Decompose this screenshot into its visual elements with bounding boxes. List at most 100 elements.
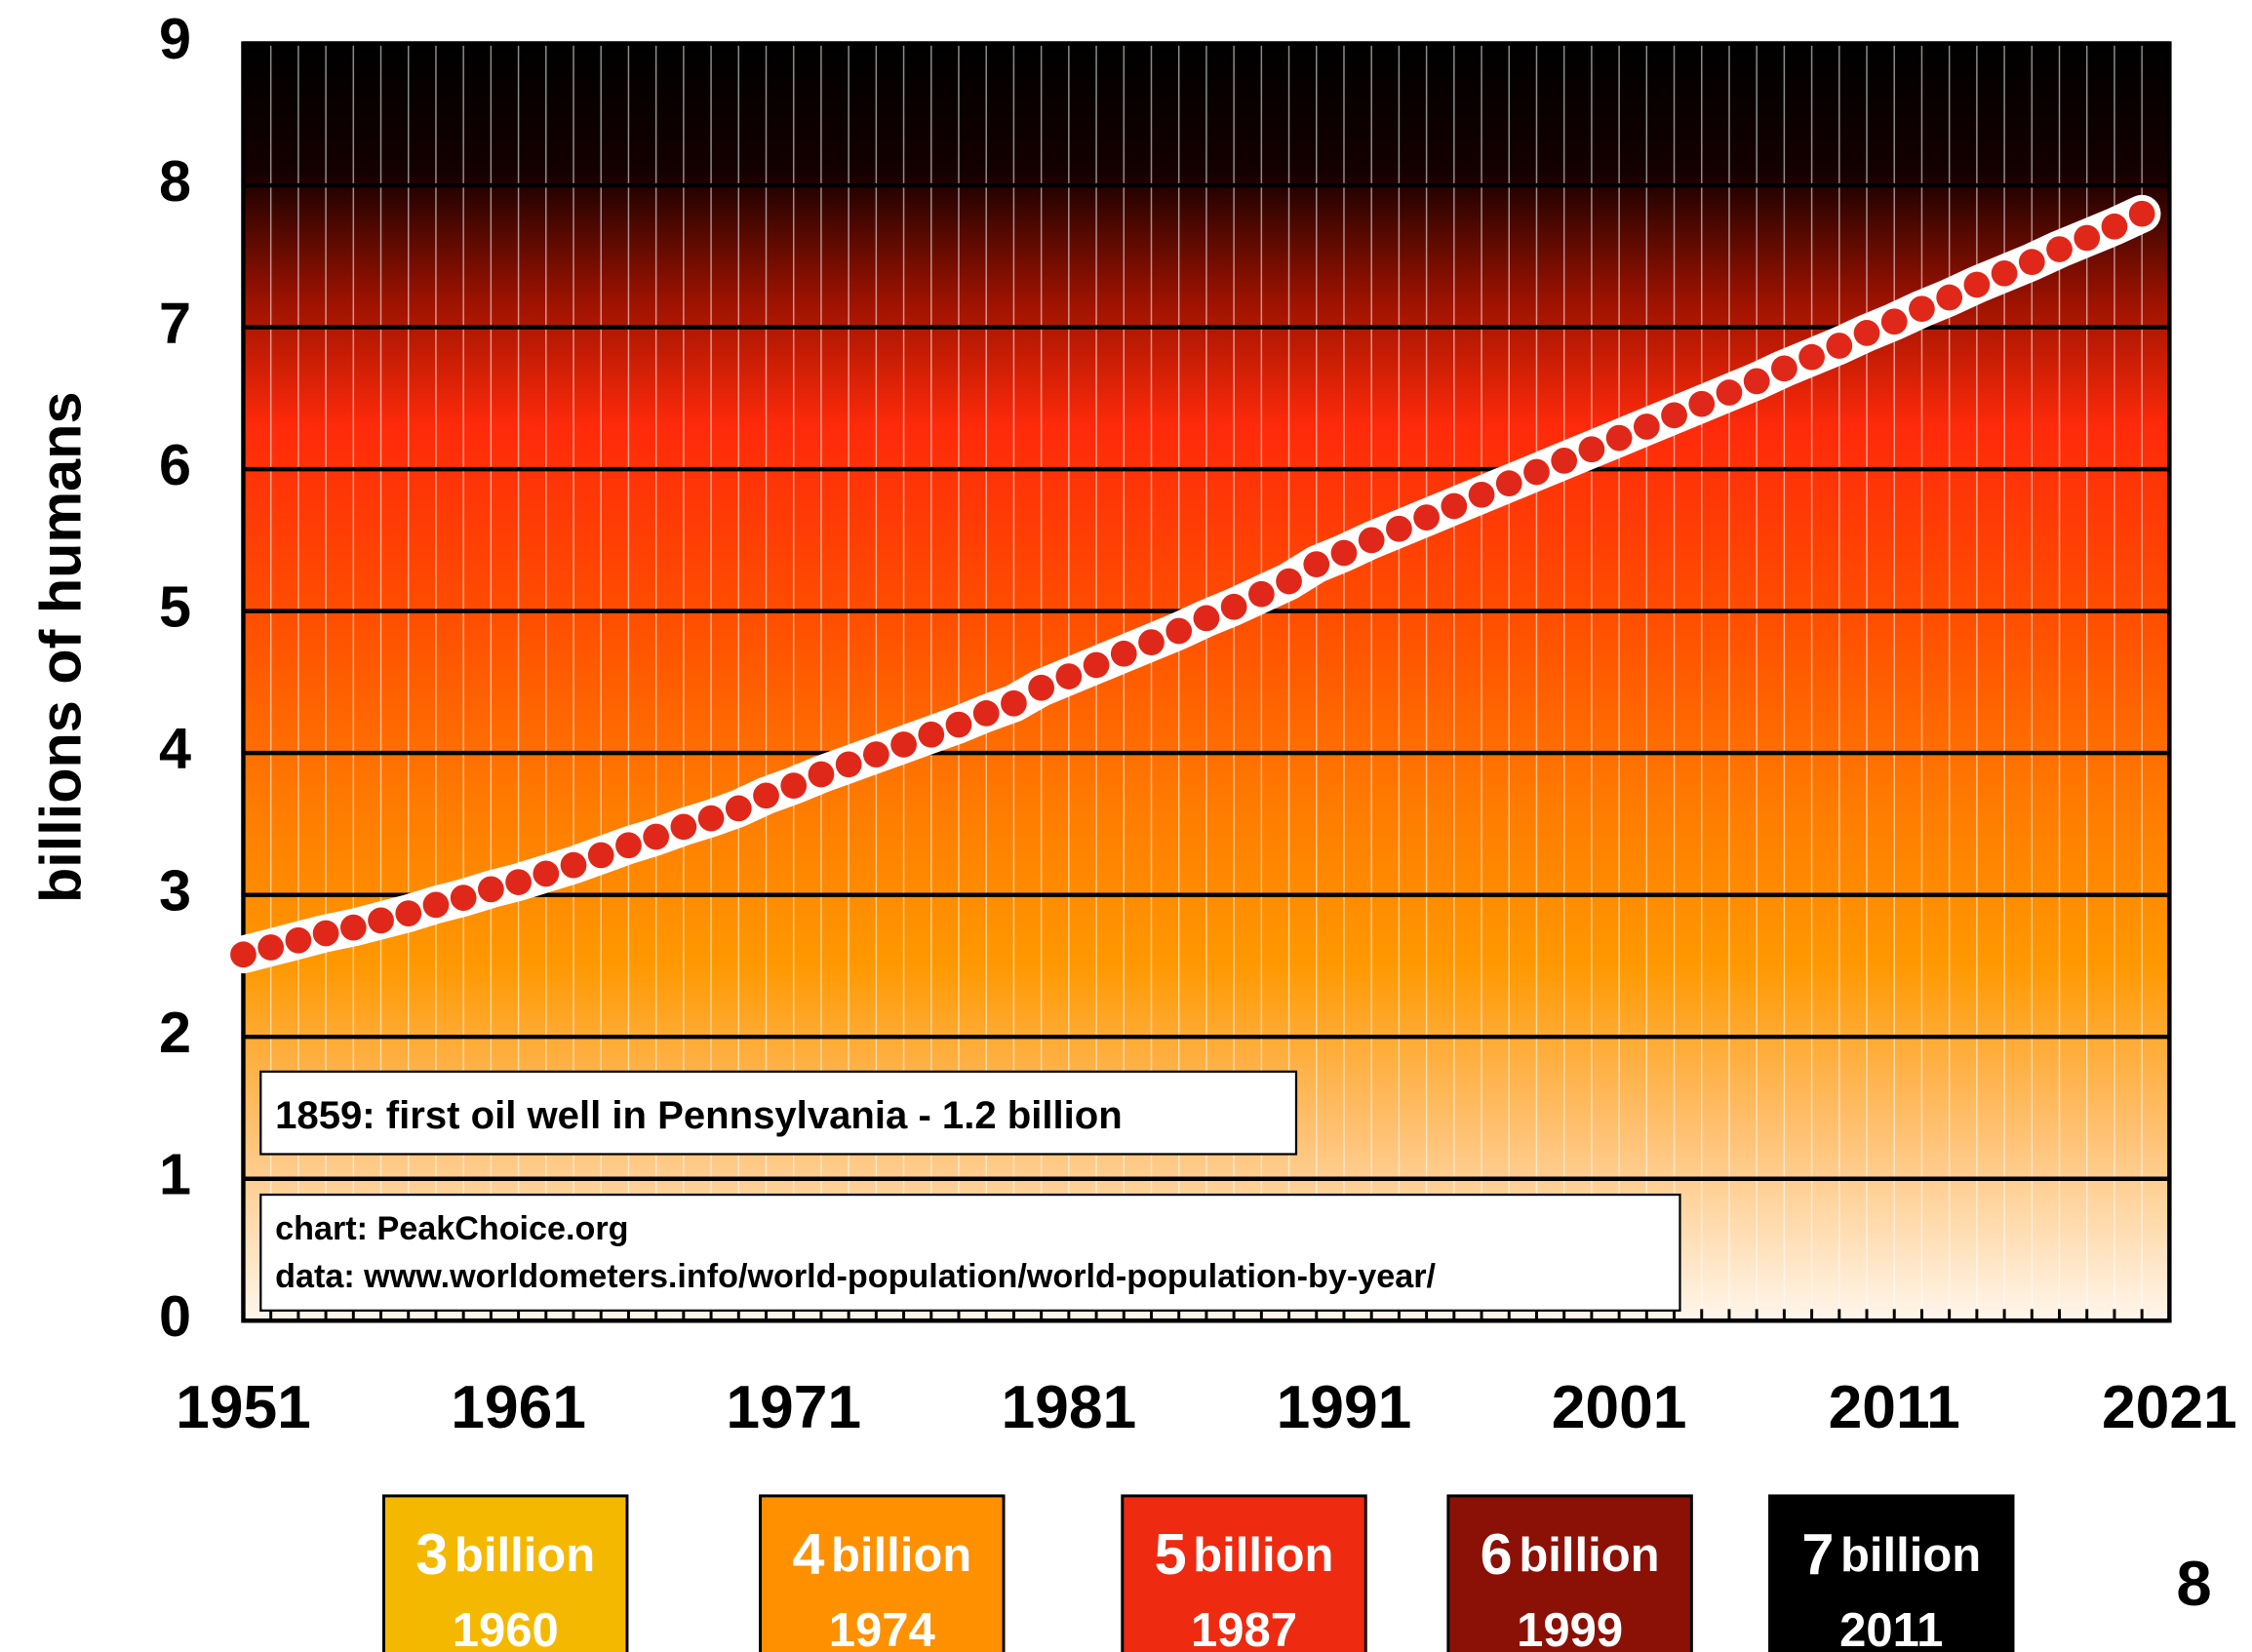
data-point	[1688, 390, 1716, 417]
annotation: 1859: first oil well in Pennsylvania - 1…	[275, 1094, 1123, 1137]
milestone-unit: billion	[454, 1529, 595, 1582]
x-tick-label: 2021	[2102, 1374, 2237, 1441]
milestone-unit: billion	[831, 1529, 971, 1582]
data-point	[478, 876, 504, 903]
annotation-box	[259, 1070, 1298, 1156]
data-point	[1743, 368, 1770, 395]
data-point	[505, 869, 532, 895]
data-point	[395, 900, 422, 926]
milestone-unit: billion	[1193, 1529, 1333, 1582]
y-tick-label: 2	[159, 1000, 191, 1065]
data-point	[285, 926, 312, 954]
data-point	[450, 885, 477, 911]
data-point	[643, 823, 670, 850]
data-point	[670, 813, 697, 841]
data-point	[918, 721, 945, 748]
data-point	[1661, 402, 1687, 429]
data-point	[1413, 504, 1440, 531]
y-tick-label: 9	[159, 6, 191, 71]
data-point	[422, 891, 450, 919]
data-point	[1798, 343, 1825, 371]
data-point	[312, 920, 339, 947]
milestone-label: 6 billion	[1481, 1520, 1660, 1586]
data-point	[1771, 355, 1798, 382]
data-point	[1633, 413, 1660, 440]
data-point	[1303, 551, 1330, 577]
data-point	[1028, 674, 1054, 701]
data-point	[257, 934, 285, 961]
data-point	[972, 700, 1000, 727]
data-point	[1110, 640, 1137, 667]
data-point	[587, 842, 614, 869]
trend-band	[224, 194, 2161, 974]
milestone-box	[1446, 1494, 1693, 1652]
milestone-unit: billion	[1840, 1529, 1981, 1582]
data-point	[1138, 629, 1165, 656]
data-point	[697, 805, 725, 832]
data-point	[1936, 284, 1963, 311]
milestone-year: 1987	[1191, 1604, 1297, 1652]
data-point	[945, 711, 972, 738]
data-point	[1495, 470, 1522, 497]
x-tick-label: 2001	[1552, 1374, 1687, 1441]
data-point	[1826, 333, 1853, 359]
milestone-count: 4	[792, 1520, 824, 1586]
data-point	[780, 772, 808, 799]
milestone-count: 6	[1481, 1520, 1513, 1586]
data-point	[1247, 580, 1275, 608]
y-tick-label: 6	[159, 432, 191, 497]
y-axis-label: billions of humans	[28, 392, 94, 904]
data-point	[1330, 539, 1358, 567]
y-tick-label: 0	[159, 1283, 191, 1349]
data-point	[533, 860, 560, 887]
data-point	[890, 731, 917, 758]
data-point	[808, 761, 835, 788]
milestone-year: 2011	[1839, 1604, 1943, 1652]
data-point	[1578, 436, 1605, 463]
trailing-label: 8	[2176, 1548, 2211, 1619]
milestone-unit: billion	[1519, 1529, 1659, 1582]
data-point	[835, 751, 862, 778]
data-point	[2101, 213, 2128, 240]
data-point	[2074, 224, 2101, 252]
data-point	[1083, 651, 1110, 679]
data-point	[368, 907, 394, 934]
data-point	[1220, 593, 1247, 620]
milestone-box	[759, 1494, 1006, 1652]
x-tick-label: 2011	[1829, 1374, 1960, 1441]
data-point	[1991, 259, 2018, 287]
data-point	[339, 914, 367, 941]
data-point	[1193, 605, 1220, 632]
data-point	[1909, 295, 1935, 323]
source-box	[259, 1193, 1681, 1312]
milestone-label: 5 billion	[1155, 1520, 1334, 1586]
data-point	[1468, 481, 1495, 508]
milestone-count: 5	[1155, 1520, 1187, 1586]
data-point	[1386, 515, 1412, 542]
milestone-count: 7	[1801, 1520, 1834, 1586]
data-point	[2128, 200, 2155, 227]
y-tick-label: 7	[159, 290, 191, 355]
milestone-box	[1121, 1494, 1367, 1652]
milestone-year: 1960	[453, 1604, 559, 1652]
data-point	[862, 741, 889, 767]
data-point	[725, 795, 752, 822]
y-tick-label: 5	[159, 573, 191, 639]
data-point	[1523, 458, 1550, 486]
data-point	[230, 941, 257, 968]
y-tick-label: 1	[159, 1141, 191, 1206]
data-point	[1276, 568, 1302, 595]
milestone-box	[1768, 1494, 2015, 1652]
milestone-label: 3 billion	[415, 1520, 595, 1586]
x-tick-label: 1961	[451, 1374, 586, 1441]
x-tick-label: 1951	[176, 1374, 311, 1441]
source-credit: chart: PeakChoice.org	[275, 1210, 628, 1247]
milestone-label: 4 billion	[792, 1520, 971, 1586]
data-point	[1963, 271, 1991, 298]
x-tick-label: 1991	[1277, 1374, 1412, 1441]
data-point	[753, 782, 779, 809]
milestone-year: 1999	[1517, 1604, 1623, 1652]
y-tick-label: 4	[159, 716, 191, 781]
data-point	[1880, 308, 1908, 335]
